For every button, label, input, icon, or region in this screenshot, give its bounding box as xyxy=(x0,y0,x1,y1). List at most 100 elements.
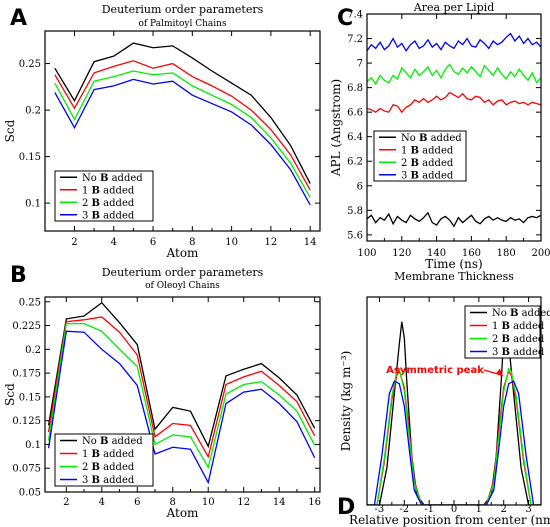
legend-entry: 2 B added xyxy=(82,198,135,209)
x-tick-label: 3 xyxy=(525,504,531,515)
legend-entry: No B added xyxy=(492,308,550,319)
plot-frame xyxy=(44,30,321,232)
y-tick-label: 0.15 xyxy=(19,152,41,163)
chart-title: Membrane Thickness xyxy=(394,270,514,283)
legend-entry: 1 B added xyxy=(401,145,454,156)
x-tick-label: 4 xyxy=(111,237,117,248)
x-tick-label: 12 xyxy=(237,497,250,508)
panel-a: A Deuterium order parameters of Palmitoyl … xyxy=(3,3,321,260)
y-axis-label: APL (Angstrom) xyxy=(329,79,343,177)
legend-entry: 3 B added xyxy=(82,210,135,221)
legend-entry: 2 B added xyxy=(82,462,135,473)
x-tick-label: 120 xyxy=(392,248,411,259)
chart-subtitle: of Palmitoyl Chains xyxy=(138,19,227,29)
series-line-2-b xyxy=(367,63,541,86)
y-tick-label: 0.2 xyxy=(25,345,41,356)
x-tick-label: 6 xyxy=(150,237,156,248)
legend-entry: 2 B added xyxy=(492,334,545,345)
series-line-3-b xyxy=(367,32,541,53)
x-tick-label: 4 xyxy=(99,497,105,508)
x-tick-label: 16 xyxy=(308,497,321,508)
x-tick-label: 160 xyxy=(462,248,481,259)
x-axis-label: Relative position from center (nm) xyxy=(349,513,550,527)
series-line-3-b xyxy=(54,78,311,206)
x-axis-label: Atom xyxy=(166,506,200,520)
y-axis-label: Scd xyxy=(3,119,17,142)
series-line-no-b xyxy=(367,211,541,228)
y-tick-label: 7 xyxy=(357,59,363,70)
chart-title: Deuterium order parameters xyxy=(102,3,264,16)
x-tick-label: 2 xyxy=(63,497,69,508)
y-tick-label: 0.075 xyxy=(12,464,41,475)
x-axis-label: Atom xyxy=(166,246,200,260)
legend-entry: 3 B added xyxy=(401,170,454,181)
chart-subtitle: of Oleoyl Chains xyxy=(145,281,220,291)
x-tick-label: 140 xyxy=(427,248,446,259)
panel-label: B xyxy=(10,263,27,288)
legend-entry: 1 B added xyxy=(82,185,135,196)
y-tick-label: 6 xyxy=(357,181,363,192)
series-line-3-b xyxy=(47,330,316,485)
x-tick-label: 200 xyxy=(531,248,550,259)
x-tick-label: 180 xyxy=(497,248,516,259)
panel-b: B Deuterium order parameters of Oleoyl Cha… xyxy=(3,263,321,520)
x-tick-label: 2 xyxy=(71,237,77,248)
series-line-no-b xyxy=(47,301,316,449)
legend-entry: 2 B added xyxy=(401,158,454,169)
y-tick-label: 0.2 xyxy=(25,106,41,117)
y-tick-label: 0.1 xyxy=(25,440,41,451)
y-axis-label: Density (kg m⁻³) xyxy=(339,351,353,452)
series-line-2-b xyxy=(367,367,541,505)
y-tick-label: 0.125 xyxy=(12,416,41,427)
legend: No B added 1 B added 2 B added 3 B added xyxy=(464,305,550,359)
panel-label: C xyxy=(337,6,353,31)
annotation-text: Asymmetric peak xyxy=(386,365,484,376)
y-tick-label: 7.2 xyxy=(347,34,363,45)
plot-frame xyxy=(44,296,321,493)
y-axis-label: Scd xyxy=(3,383,17,406)
series-line-2-b xyxy=(47,322,316,469)
y-tick-label: 0.1 xyxy=(25,199,41,210)
y-tick-label: 0.15 xyxy=(19,392,41,403)
legend-entry: 1 B added xyxy=(492,321,545,332)
y-tick-label: 0.25 xyxy=(19,59,41,70)
legend-box xyxy=(54,433,154,487)
chart-title: Deuterium order parameters xyxy=(102,266,264,279)
legend-box xyxy=(54,170,154,222)
legend-entry: No B added xyxy=(401,133,462,144)
y-tick-label: 5.8 xyxy=(347,206,363,217)
x-tick-label: 2 xyxy=(501,504,507,515)
y-tick-label: 0.225 xyxy=(12,321,41,332)
series-line-1-b xyxy=(47,316,316,459)
x-axis-label: Time (ns) xyxy=(425,257,482,271)
panel-c: C Area per Lipid 100 120 140 160 180 200 5.6 5.8 6… xyxy=(329,1,550,271)
y-tick-label: 6.8 xyxy=(347,83,363,94)
x-tick-label: 10 xyxy=(202,497,215,508)
legend-entry: No B added xyxy=(82,436,143,447)
series-line-3-b xyxy=(367,380,541,505)
x-tick-label: -1 xyxy=(424,504,434,515)
x-tick-label: -3 xyxy=(375,504,385,515)
chart-title: Area per Lipid xyxy=(413,1,495,14)
legend-entry: 3 B added xyxy=(492,347,545,358)
y-tick-label: 0.175 xyxy=(12,369,41,380)
annotation-arrowhead xyxy=(495,368,503,377)
x-tick-label: 8 xyxy=(189,237,195,248)
x-tick-label: 0 xyxy=(451,504,457,515)
x-tick-label: 1 xyxy=(476,504,482,515)
y-tick-label: 6.4 xyxy=(347,132,363,143)
series-line-no-b xyxy=(54,42,311,184)
series-line-1-b xyxy=(367,369,541,505)
y-tick-label: 5.6 xyxy=(347,230,363,241)
x-tick-label: 14 xyxy=(273,497,286,508)
y-tick-label: 0.25 xyxy=(19,297,41,308)
series-line-2-b xyxy=(54,70,311,198)
y-tick-label: 6.6 xyxy=(347,108,363,119)
legend-entry: No B added xyxy=(82,173,143,184)
series-line-1-b xyxy=(54,60,311,191)
x-tick-label: -2 xyxy=(399,504,409,515)
